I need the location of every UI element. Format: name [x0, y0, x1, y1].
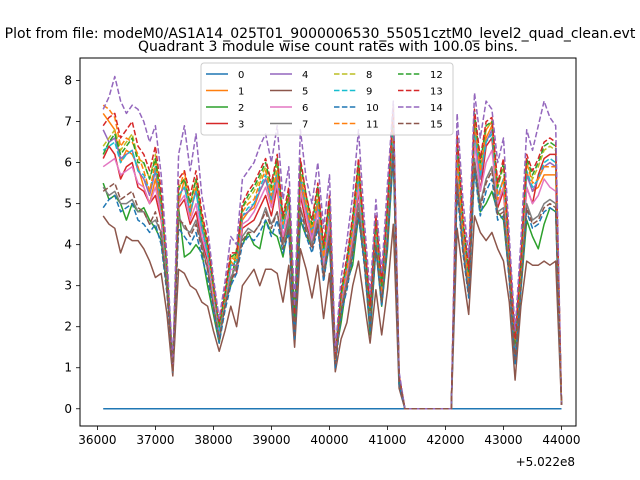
figure-suptitle: Plot from file: modeM0/AS1A14_025T01_900…	[5, 26, 636, 42]
y-tick-label: 0	[64, 402, 72, 416]
legend-label-15: 15	[430, 120, 443, 131]
x-axis: 36000 37000 38000 39000 40000 41000 42000 43000…	[78, 426, 581, 447]
y-tick-label: 2	[64, 320, 72, 334]
legend-label-7: 7	[302, 120, 308, 131]
series-layer	[102, 75, 563, 410]
y-tick-label: 4	[64, 238, 72, 252]
x-offset-label: +5.022e8	[516, 455, 575, 469]
series-line-5	[102, 215, 563, 410]
legend-label-5: 5	[302, 87, 308, 98]
y-tick-label: 5	[64, 197, 72, 211]
y-tick-label: 1	[64, 361, 72, 375]
x-tick-label: 39000	[252, 433, 290, 447]
series-line-10	[102, 153, 563, 410]
legend-box	[200, 62, 454, 136]
series-line-14	[102, 75, 563, 410]
legend-label-8: 8	[366, 70, 372, 81]
legend-label-0: 0	[238, 70, 244, 81]
y-axis: 0 1 2 3 4 5 6 7 8	[64, 74, 80, 416]
legend-label-4: 4	[302, 70, 308, 81]
plot-frame	[79, 57, 577, 427]
x-tick-label: 44000	[542, 433, 580, 447]
legend-label-9: 9	[366, 87, 372, 98]
legend-label-10: 10	[366, 103, 379, 114]
y-tick-label: 7	[64, 115, 72, 129]
legend-label-11: 11	[366, 120, 379, 131]
legend-label-12: 12	[430, 70, 443, 81]
legend-label-1: 1	[238, 87, 244, 98]
x-tick-label: 41000	[368, 433, 406, 447]
chart-title: Quadrant 3 module wise count rates with …	[138, 39, 518, 55]
x-tick-label: 40000	[310, 433, 348, 447]
legend-label-3: 3	[238, 120, 244, 131]
x-tick-label: 42000	[426, 433, 464, 447]
x-tick-label: 37000	[136, 433, 174, 447]
plot-area	[79, 57, 577, 427]
legend-label-14: 14	[430, 103, 443, 114]
y-tick-label: 8	[64, 74, 72, 88]
x-tick-label: 43000	[484, 433, 522, 447]
series-line-15	[102, 145, 563, 410]
x-tick-label: 38000	[194, 433, 232, 447]
y-tick-label: 6	[64, 156, 72, 170]
legend-label-13: 13	[430, 87, 443, 98]
y-tick-label: 3	[64, 279, 72, 293]
series-line-13	[102, 104, 563, 410]
legend-label-2: 2	[238, 103, 244, 114]
x-tick-label: 36000	[78, 433, 116, 447]
legend-label-6: 6	[302, 103, 308, 114]
